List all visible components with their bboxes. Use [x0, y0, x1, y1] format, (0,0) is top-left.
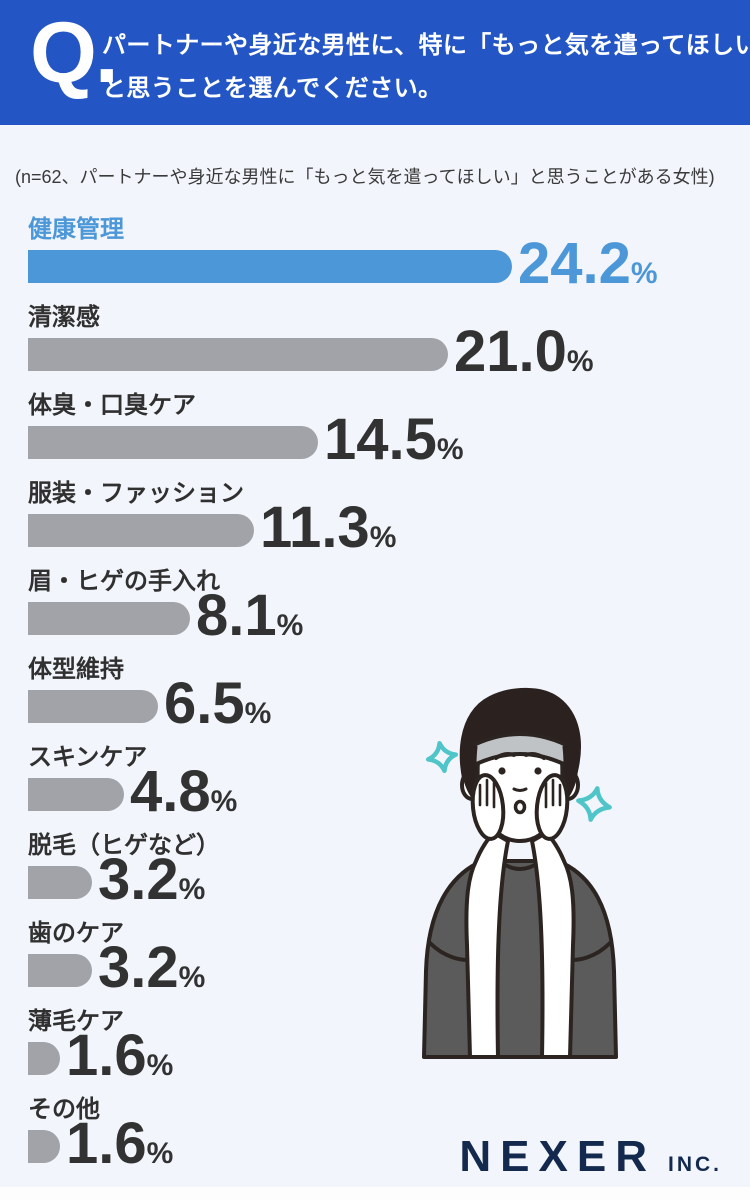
bar-value-number: 8.1 — [196, 583, 277, 648]
bar-value-label: 11.3% — [260, 499, 396, 557]
bar — [28, 1042, 60, 1075]
percent-sign: % — [210, 785, 238, 818]
sample-note: (n=62、パートナーや身近な男性に「もっと気を遣ってほしい」と思うことがある女… — [15, 167, 715, 187]
bar-row: 体臭・口臭ケア 14.5% — [0, 391, 750, 479]
bar-category-label: 健康管理 — [28, 216, 124, 243]
eyebrow-right — [524, 752, 546, 760]
bar-category-label: 体型維持 — [28, 656, 124, 683]
bar-value-number: 14.5 — [324, 407, 437, 472]
bar-value-label: 24.2% — [518, 235, 658, 293]
percent-sign: % — [566, 345, 594, 378]
man-illustration — [422, 687, 618, 1059]
bar-row: その他 1.6% — [0, 1095, 750, 1183]
bar-value-label: 21.0% — [454, 323, 594, 381]
q-mark: Q. — [30, 5, 119, 101]
bar-row: スキンケア 4.8% — [0, 743, 750, 831]
question-line-2: と思うことを選んでください。 — [102, 75, 443, 102]
bar — [28, 602, 190, 635]
bar — [28, 954, 92, 987]
bar — [28, 338, 448, 371]
bar-value-label: 6.5% — [164, 675, 271, 733]
bar-value-number: 4.8 — [130, 759, 211, 824]
bar-value-number: 11.3 — [260, 495, 370, 560]
bar-value-number: 1.6 — [66, 1111, 147, 1176]
percent-sign: % — [436, 433, 464, 466]
bar-value-label: 4.8% — [130, 763, 237, 821]
bar-value-label: 1.6% — [66, 1115, 173, 1173]
logo-suffix: INC. — [668, 1153, 722, 1176]
sparkle-right-icon — [576, 786, 612, 822]
bottom-strip — [0, 1187, 750, 1200]
bar — [28, 426, 318, 459]
bar-value-label: 14.5% — [324, 411, 464, 469]
bar-category-label: 薄毛ケア — [28, 1008, 124, 1035]
percent-sign: % — [178, 873, 206, 906]
bar-row: 脱毛（ヒゲなど） 3.2% — [0, 831, 750, 919]
question-line-1: パートナーや身近な男性に、特に「もっと気を遣ってほしい」 — [102, 32, 750, 59]
bar-value-label: 3.2% — [98, 851, 205, 909]
bar-value-label: 3.2% — [98, 939, 205, 997]
bar-category-label: 歯のケア — [28, 920, 124, 947]
bar — [28, 866, 92, 899]
bar-value-label: 8.1% — [196, 587, 303, 645]
bar-row: 服装・ファッション 11.3% — [0, 479, 750, 567]
bar-value-number: 24.2 — [518, 231, 631, 296]
percent-sign: % — [630, 257, 658, 290]
bar — [28, 250, 512, 283]
bar-row: 歯のケア 3.2% — [0, 919, 750, 1007]
question-header: Q. パートナーや身近な男性に、特に「もっと気を遣ってほしい」 と思うことを選ん… — [0, 0, 750, 125]
fingers-left — [478, 778, 496, 809]
question-text: パートナーや身近な男性に、特に「もっと気を遣ってほしい」 と思うことを選んでくだ… — [102, 24, 750, 110]
bar-category-label: その他 — [28, 1096, 100, 1123]
bar-category-label: 服装・ファッション — [28, 480, 244, 507]
bar-value-label: 1.6% — [66, 1027, 173, 1085]
bar-category-label: 脱毛（ヒゲなど） — [28, 832, 220, 859]
percent-sign: % — [146, 1049, 174, 1082]
bar-category-label: 眉・ヒゲの手入れ — [28, 568, 220, 595]
eyebrow-left — [494, 752, 516, 760]
bar — [28, 514, 254, 547]
sparkle-left-icon — [425, 740, 459, 774]
bar — [28, 690, 158, 723]
bar-value-number: 3.2 — [98, 935, 179, 1000]
nose — [512, 787, 528, 792]
percent-sign: % — [276, 609, 304, 642]
percent-sign: % — [146, 1137, 174, 1170]
bar-row: 体型維持 6.5% — [0, 655, 750, 743]
mouth — [513, 799, 527, 815]
eye-left — [498, 767, 506, 775]
percent-sign: % — [244, 697, 272, 730]
percent-sign: % — [369, 521, 397, 554]
logo-brand: NEXER — [459, 1132, 656, 1181]
bar — [28, 778, 124, 811]
bar-value-number: 3.2 — [98, 847, 179, 912]
bar-row: 薄毛ケア 1.6% — [0, 1007, 750, 1095]
fingers-right — [544, 778, 562, 809]
company-logo: NEXER INC. — [459, 1132, 722, 1182]
bar-value-number: 21.0 — [454, 319, 567, 384]
percent-sign: % — [178, 961, 206, 994]
eye-right — [534, 767, 542, 775]
bar — [28, 1130, 60, 1163]
bar-category-label: 清潔感 — [28, 304, 100, 331]
bar-category-label: 体臭・口臭ケア — [28, 392, 196, 419]
bar-value-number: 1.6 — [66, 1023, 147, 1088]
bar-category-label: スキンケア — [28, 744, 148, 771]
bar-value-number: 6.5 — [164, 671, 245, 736]
bar-row: 健康管理 24.2% — [0, 215, 750, 303]
bar-row: 眉・ヒゲの手入れ 8.1% — [0, 567, 750, 655]
bar-row: 清潔感 21.0% — [0, 303, 750, 391]
